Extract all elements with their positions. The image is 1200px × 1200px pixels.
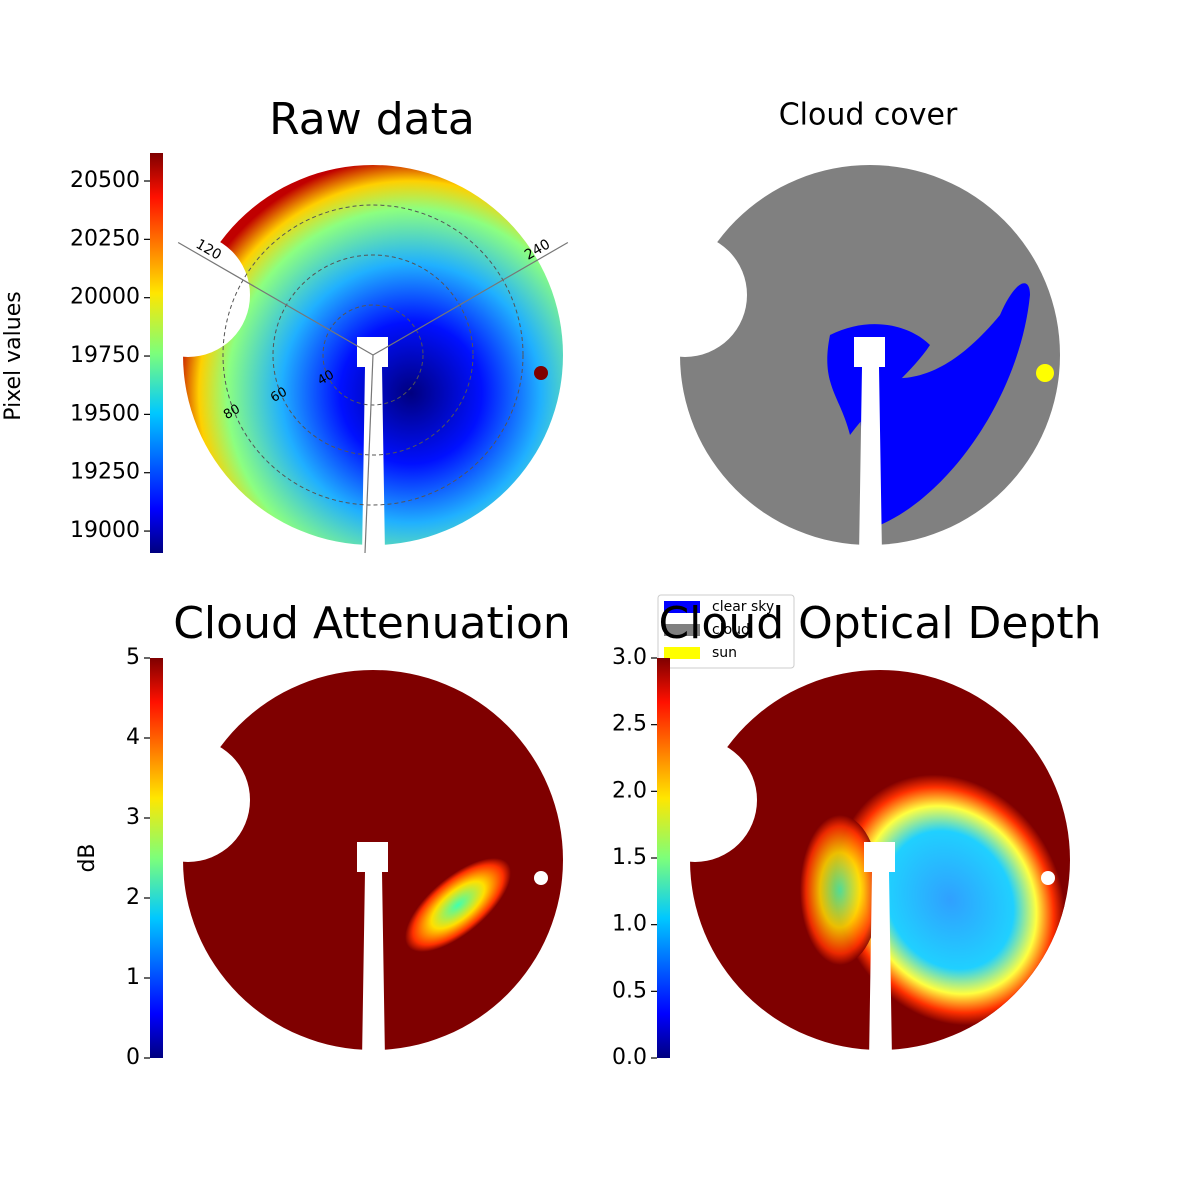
legend: clear sky cloud sun [657, 594, 795, 669]
legend-swatch [664, 647, 700, 659]
colorbar-tick-label: 20500 [70, 168, 140, 193]
colorbar-tick-label: 2.5 [612, 712, 647, 737]
sky-image [126, 165, 563, 555]
panel-title: Cloud Attenuation [173, 598, 571, 649]
colorbar-tick-label: 0.5 [612, 978, 647, 1003]
colorbar-tick-label: 0.0 [612, 1045, 647, 1070]
colorbar-tick-label: 0 [126, 1045, 140, 1070]
sky-image [623, 165, 1060, 555]
legend-label: clear sky [712, 599, 774, 615]
zenith-ring [322, 304, 424, 406]
colorbar-tick-label: 19000 [70, 518, 140, 543]
colorbar-tick-label: 19500 [70, 401, 140, 426]
colorbar [150, 658, 163, 1058]
legend-swatch [664, 624, 700, 636]
colorbar-tick-label: 1.0 [612, 912, 647, 937]
azimuth-line [372, 241, 569, 356]
colorbar [150, 153, 163, 553]
zenith-line [364, 354, 374, 554]
panel-title: Cloud cover [779, 98, 958, 133]
colorbar-tick-label: 20000 [70, 285, 140, 310]
colorbar-tick-label: 19250 [70, 460, 140, 485]
legend-label: sun [712, 645, 737, 661]
colorbar [657, 658, 670, 1058]
colorbar-tick-label: 2.0 [612, 778, 647, 803]
colorbar-label: dB [75, 843, 100, 872]
colorbar-tick-label: 4 [126, 725, 140, 750]
sky-image [126, 670, 563, 1060]
zenith-ring [222, 204, 524, 506]
colorbar-tick-label: 20250 [70, 226, 140, 251]
colorbar-tick-label: 2 [126, 885, 140, 910]
azimuth-line [177, 241, 374, 356]
panel-title: Cloud Optical Depth [658, 598, 1101, 649]
colorbar-tick-label: 1 [126, 965, 140, 990]
zenith-ring [272, 254, 474, 456]
zenith-label: 40 [315, 367, 337, 388]
legend-label: cloud [712, 622, 750, 638]
colorbar-tick-label: 1.5 [612, 845, 647, 870]
colorbar-tick-label: 3.0 [612, 645, 647, 670]
colorbar-tick-label: 3 [126, 805, 140, 830]
panel-title: Raw data [269, 94, 475, 145]
colorbar-label: Pixel values [1, 291, 26, 420]
legend-swatch [664, 601, 700, 613]
zenith-label: 60 [268, 385, 290, 406]
zenith-label: 80 [221, 402, 243, 423]
colorbar-tick-label: 19750 [70, 343, 140, 368]
sky-image [633, 670, 1070, 1060]
colorbar-tick-label: 5 [126, 645, 140, 670]
